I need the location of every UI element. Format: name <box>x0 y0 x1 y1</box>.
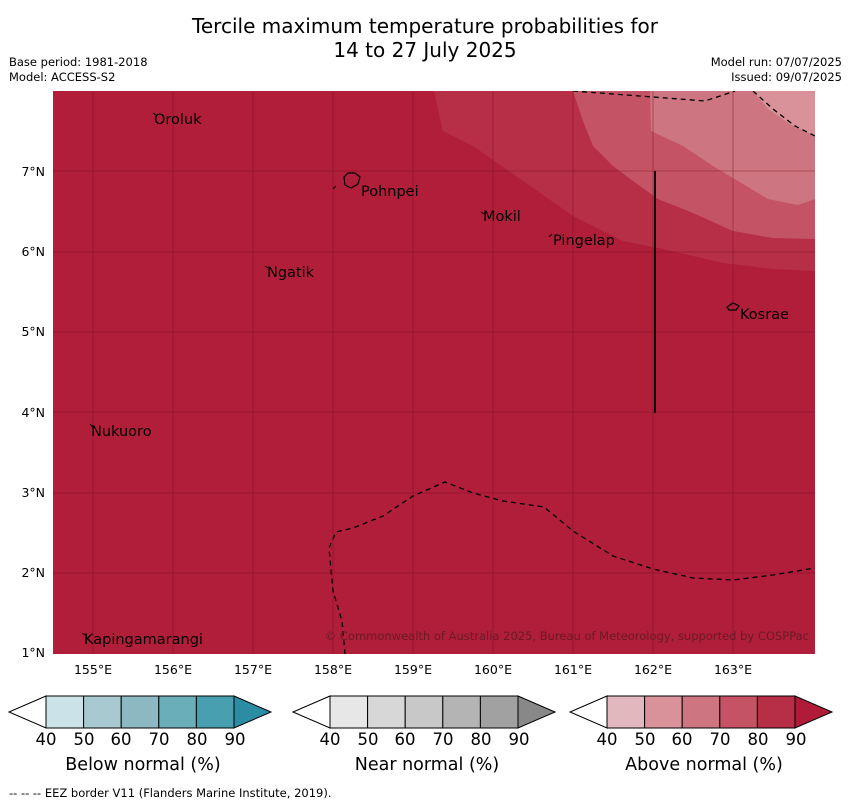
colorbar-swatch <box>644 695 683 729</box>
place-label-mokil: Mokil <box>483 209 521 225</box>
colorbar-below-normal: 40 50 60 70 80 90 Below normal (%) <box>7 694 278 784</box>
colorbar-swatch <box>329 695 369 729</box>
lon-label-162e: 162°E <box>633 662 672 677</box>
colorbar-below-tick: 90 <box>224 730 246 749</box>
lat-label-6n: 6°N <box>21 244 45 259</box>
colorbar-near-tick: 60 <box>394 730 416 749</box>
place-label-kapingamarangi: Kapingamarangi <box>84 632 203 648</box>
lon-label-161e: 161°E <box>553 662 592 677</box>
place-label-oroluk: Oroluk <box>154 112 202 128</box>
colorbar-near-title: Near normal (%) <box>354 755 500 775</box>
colorbar-above-tick: 90 <box>785 730 807 749</box>
lon-label-157e: 157°E <box>233 662 272 677</box>
contour-60 <box>650 91 815 205</box>
lon-label-156e: 156°E <box>153 662 192 677</box>
lat-label-2n: 2°N <box>21 565 45 580</box>
colorbar-below-tick: 50 <box>73 730 95 749</box>
colorbar-swatch <box>120 695 160 729</box>
ngatik-atoll-mark <box>264 265 269 269</box>
lat-label-4n: 4°N <box>21 405 45 420</box>
colorbar-above-title: Above normal (%) <box>625 755 783 775</box>
colorbar-swatch <box>83 695 122 729</box>
colorbar-below-tick: 60 <box>110 730 132 749</box>
colorbar-below-tick: 40 <box>35 730 57 749</box>
oroluk-atoll-mark <box>152 112 157 116</box>
colorbar-swatch <box>719 695 758 729</box>
colorbar-near-tick: 90 <box>508 730 530 749</box>
colorbar-swatch <box>404 695 444 729</box>
lon-label-159e: 159°E <box>393 662 432 677</box>
colorbar-left-extension <box>7 695 47 729</box>
colorbar-above-tick: 60 <box>671 730 693 749</box>
colorbar-below-title: Below normal (%) <box>65 755 221 775</box>
lon-label-155e: 155°E <box>73 662 112 677</box>
colorbar-above-tick: 40 <box>596 730 618 749</box>
colorbar-swatch <box>367 695 406 729</box>
colorbar-right-extension <box>794 695 834 729</box>
lat-label-1n: 1°N <box>21 645 45 660</box>
map-title-line-1: Tercile maximum temperature probabilitie… <box>192 14 658 38</box>
ant-atoll-mark <box>332 185 337 190</box>
contour-50 <box>753 91 815 136</box>
pohnpei-island-outline <box>343 172 361 189</box>
lon-label-163e: 163°E <box>713 662 752 677</box>
colorbar-swatch <box>606 695 646 729</box>
map-title-line-2: 14 to 27 July 2025 <box>333 38 517 62</box>
lat-label-3n: 3°N <box>21 485 45 500</box>
colorbar-swatch <box>442 695 481 729</box>
colorbar-below-tick: 70 <box>148 730 170 749</box>
colorbar-above-tick: 50 <box>634 730 656 749</box>
colorbar-above-normal-swatches <box>568 695 834 729</box>
kapingamarangi-atoll-mark <box>81 632 86 636</box>
issued-label: Issued: 09/07/2025 <box>731 70 842 84</box>
colorbar-above-tick: 80 <box>747 730 769 749</box>
colorbar-left-extension <box>291 695 331 729</box>
base-period-label: Base period: 1981-2018 <box>9 55 148 69</box>
colorbar-near-normal: 40 50 60 70 80 90 Near normal (%) <box>291 694 562 784</box>
colorbar-right-extension <box>233 695 273 729</box>
copyright-notice: © Commonwealth of Australia 2025, Bureau… <box>324 629 809 643</box>
colorbar-swatch <box>479 695 519 729</box>
colorbar-near-tick: 50 <box>357 730 379 749</box>
colorbar-near-normal-swatches <box>291 695 557 729</box>
mokil-atoll-mark <box>480 211 485 215</box>
eez-border <box>328 91 815 654</box>
kosrae-island-outline <box>726 302 740 311</box>
eez-footnote: -- -- -- EEZ border V11 (Flanders Marine… <box>9 786 332 800</box>
colorbar-swatch <box>45 695 85 729</box>
colorbar-above-tick: 70 <box>709 730 731 749</box>
colorbar-swatch <box>195 695 235 729</box>
lat-label-5n: 5°N <box>21 324 45 339</box>
place-label-nukuoro: Nukuoro <box>91 424 152 440</box>
colorbar-swatch <box>756 695 796 729</box>
lon-label-158e: 158°E <box>313 662 352 677</box>
colorbar-left-extension <box>568 695 608 729</box>
probability-map <box>53 91 815 654</box>
lon-label-160e: 160°E <box>473 662 512 677</box>
colorbar-above-normal: 40 50 60 70 80 90 Above normal (%) <box>568 694 839 784</box>
colorbar-below-tick: 80 <box>186 730 208 749</box>
place-label-pohnpei: Pohnpei <box>361 184 419 200</box>
colorbar-swatch <box>681 695 721 729</box>
pingelap-atoll-mark <box>548 233 553 238</box>
colorbar-near-tick: 80 <box>470 730 492 749</box>
lat-label-7n: 7°N <box>21 164 45 179</box>
colorbar-swatch <box>158 695 197 729</box>
colorbar-right-extension <box>517 695 557 729</box>
place-label-kosrae: Kosrae <box>740 307 789 323</box>
place-label-pingelap: Pingelap <box>553 233 615 249</box>
colorbar-near-tick: 40 <box>319 730 341 749</box>
model-label: Model: ACCESS-S2 <box>9 70 116 84</box>
colorbar-below-normal-swatches <box>7 695 273 729</box>
nukuoro-atoll-mark <box>89 423 94 428</box>
graticule <box>53 91 815 654</box>
place-label-ngatik: Ngatik <box>267 265 315 281</box>
model-run-label: Model run: 07/07/2025 <box>710 55 842 69</box>
colorbar-near-tick: 70 <box>432 730 454 749</box>
